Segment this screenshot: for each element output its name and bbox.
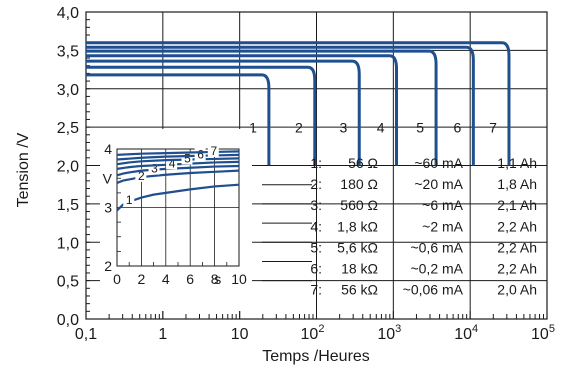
x-tick-label: 10 — [231, 326, 249, 343]
y-tick-label: 3,0 — [57, 82, 79, 99]
curve-label-5: 5 — [416, 119, 424, 135]
curve-label-3: 3 — [339, 119, 347, 135]
inset-y-tick-label: 3 — [104, 200, 112, 216]
inset-x-tick-label: 10 — [231, 271, 247, 287]
legend-current: ~2 mA — [422, 218, 464, 234]
legend-capacity: 2,0 Ah — [497, 282, 537, 298]
curve-label-4: 4 — [377, 119, 385, 135]
discharge-curve-1 — [86, 73, 271, 166]
legend-row: 7: 56 kΩ ~0,06 mA 2,0 Ah — [262, 280, 537, 298]
legend-row: 2: 180 Ω ~20 mA 1,8 Ah — [262, 176, 537, 192]
legend-current: ~20 mA — [414, 176, 463, 192]
x-tick-label: 104 — [454, 323, 478, 343]
inset-curve-5 — [116, 157, 240, 166]
legend-id: 6: — [310, 261, 322, 277]
discharge-curve-4 — [86, 54, 399, 166]
inset-curve-label-5: 5 — [184, 152, 191, 166]
x-tick-label: 105 — [531, 323, 555, 343]
y-tick-label: 1,5 — [57, 197, 79, 214]
curve-label-6: 6 — [454, 119, 462, 135]
legend-capacity: 1,1 Ah — [497, 155, 537, 171]
x-tick-label: 102 — [301, 323, 325, 343]
legend-current: ~0,6 mA — [410, 239, 463, 255]
legend-row: 6: 18 kΩ ~0,2 mA 2,2 Ah — [262, 261, 537, 277]
x-axis-label: Temps /Heures — [262, 348, 370, 365]
inset-curve-label-bg — [194, 147, 206, 161]
y-tick-label: 2,0 — [57, 159, 79, 176]
inset-curve-label-1: 1 — [126, 193, 133, 207]
legend-id: 2: — [310, 176, 322, 192]
main-plot-area: 0,1 1 10 102 103 104 1050,00,51,01,52,02,53,03… — [57, 5, 555, 343]
inset-curve-4 — [116, 160, 240, 170]
inset-curve-label-3: 3 — [151, 162, 158, 176]
inset-curve-label-2: 2 — [138, 169, 145, 183]
legend-load: 1,8 kΩ — [337, 218, 378, 234]
discharge-curve-5 — [86, 49, 438, 166]
discharge-curve-6 — [86, 45, 475, 166]
inset-curve-label-4: 4 — [169, 156, 176, 170]
legend-capacity: 2,2 Ah — [497, 239, 537, 255]
inset-x-tick-label: 6 — [186, 271, 194, 287]
inset-curve-label-bg — [135, 168, 147, 182]
inset-curve-label-bg — [207, 143, 219, 157]
legend-load: 18 kΩ — [341, 261, 378, 277]
legend-current: ~0,2 mA — [410, 261, 463, 277]
discharge-curve-3 — [86, 59, 361, 166]
legend-load: 180 Ω — [340, 176, 378, 192]
legend-current: ~0,06 mA — [403, 282, 464, 298]
legend-row: 5: 5,6 kΩ ~0,6 mA 2,2 Ah — [262, 239, 537, 255]
x-tick-label: 103 — [377, 323, 401, 343]
legend-id: 5: — [310, 239, 322, 255]
inset-y-unit-label: V — [103, 170, 113, 186]
y-axis-label: Tension /V — [15, 132, 32, 207]
inset-curve-label-bg — [123, 192, 135, 206]
y-tick-label: 3,5 — [57, 43, 79, 60]
legend-id: 1: — [310, 155, 322, 171]
x-tick-label: 0,1 — [75, 326, 97, 343]
y-tick-label: 2,5 — [57, 120, 79, 137]
y-tick-label: 0,5 — [57, 274, 79, 291]
inset-curve-label-6: 6 — [197, 148, 204, 162]
x-tick-label: 1 — [158, 326, 167, 343]
legend-current: ~60 mA — [414, 155, 463, 171]
legend-load: 56 Ω — [348, 155, 378, 171]
legend-load: 56 kΩ — [341, 282, 378, 298]
curve-label-7: 7 — [489, 119, 497, 135]
inset-curve-label-bg — [166, 156, 178, 170]
inset-x-tick-label: 8 — [211, 271, 219, 287]
inset-x-tick-label: 2 — [138, 271, 146, 287]
legend-capacity: 1,8 Ah — [497, 176, 537, 192]
inset-curve-2 — [116, 169, 240, 184]
legend-capacity: 2,1 Ah — [497, 197, 537, 213]
inset-y-tick-label: 2 — [104, 258, 112, 274]
inset-curve-label-bg — [181, 151, 193, 165]
legend-current: ~6 mA — [422, 197, 464, 213]
legend-table: 1: 56 Ω ~60 mA 1,1 Ah 2: 180 Ω ~20 mA 1,8 Ah 3: 5… — [262, 155, 537, 298]
legend-row: 3: 560 Ω ~6 mA 2,1 Ah — [262, 197, 537, 213]
legend-row: 4: 1,8 kΩ ~2 mA 2,2 Ah — [262, 218, 537, 234]
legend-row: 1: 56 Ω ~60 mA 1,1 Ah — [262, 155, 537, 171]
curve-label-1: 1 — [249, 119, 257, 135]
discharge-curve-7 — [86, 41, 511, 166]
inset-x-tick-label: 4 — [162, 271, 170, 287]
inset-curve-label-7: 7 — [210, 144, 217, 158]
inset-x-tick-label: 0 — [113, 271, 121, 287]
legend-id: 4: — [310, 218, 322, 234]
discharge-curve-2 — [86, 65, 317, 166]
legend-load: 560 Ω — [340, 197, 378, 213]
inset-y-tick-label: 4 — [104, 141, 112, 157]
legend-load: 5,6 kΩ — [337, 239, 378, 255]
y-tick-label: 4,0 — [57, 5, 79, 22]
legend-capacity: 2,2 Ah — [497, 218, 537, 234]
legend-id: 3: — [310, 197, 322, 213]
inset-curve-label-bg — [148, 161, 160, 175]
inset-x-unit-label: s — [214, 271, 221, 287]
y-tick-label: 0,0 — [57, 312, 79, 329]
y-tick-label: 1,0 — [57, 235, 79, 252]
curve-label-2: 2 — [295, 119, 303, 135]
legend-capacity: 2,2 Ah — [497, 261, 537, 277]
legend-id: 7: — [310, 282, 322, 298]
